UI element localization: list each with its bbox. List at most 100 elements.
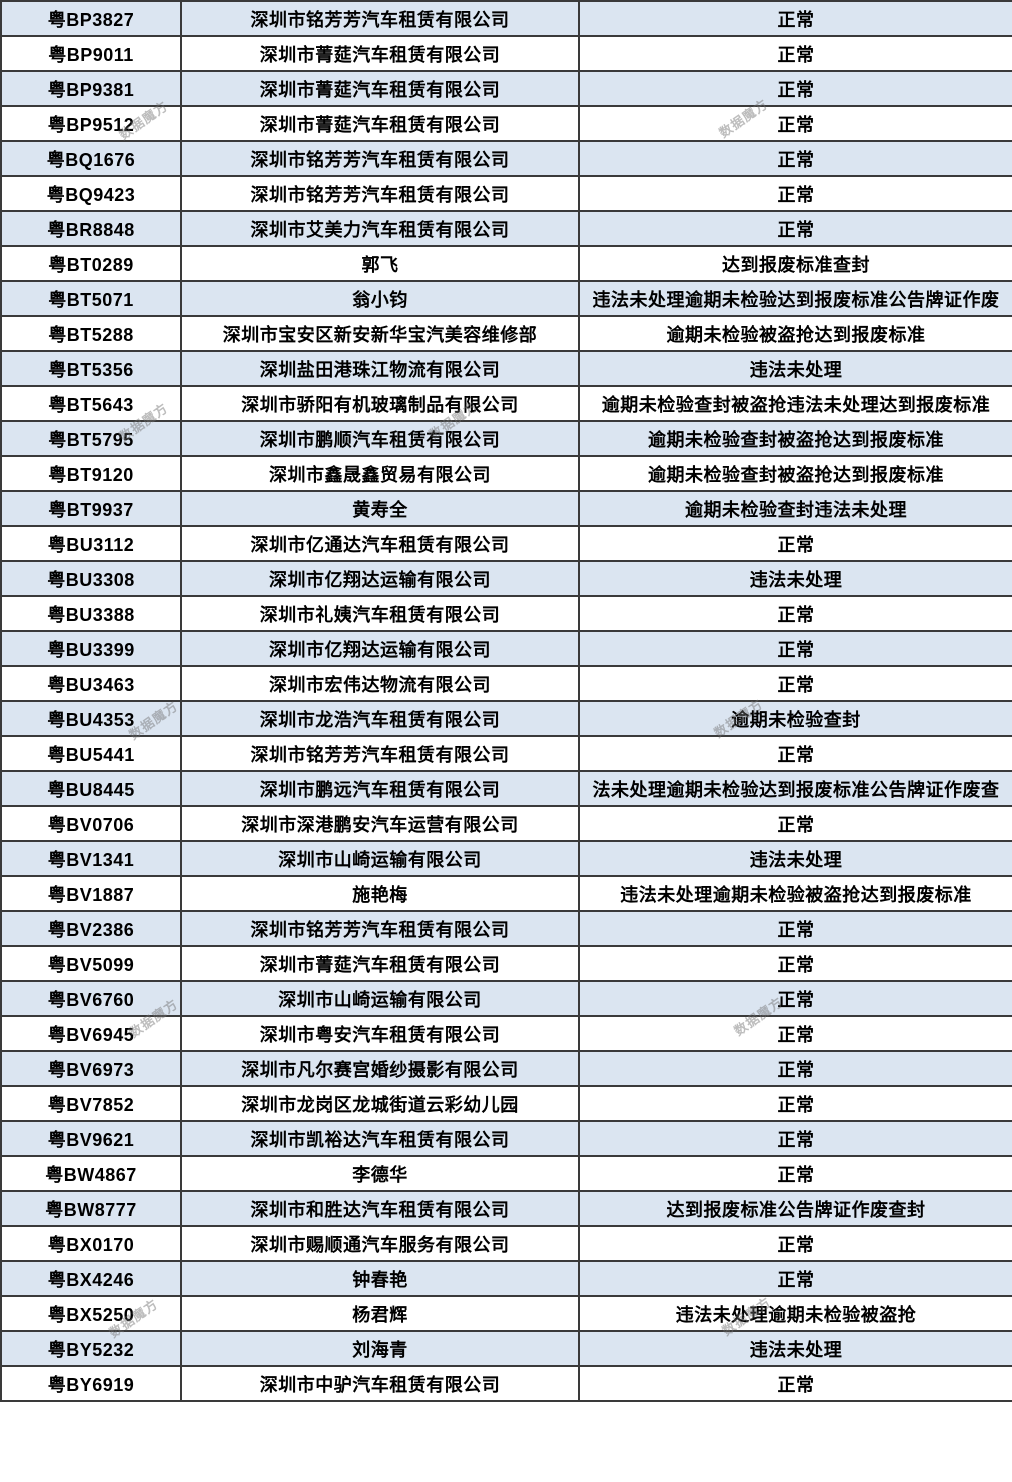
vehicle-status-cell: 正常 (578, 910, 1012, 947)
table-row: 粤BV6945 深圳市粤安汽车租赁有限公司 正常 (0, 1015, 1012, 1052)
table-row: 粤BU5441 深圳市铭芳芳汽车租赁有限公司 正常 (0, 735, 1012, 772)
vehicle-status-cell: 正常 (578, 1085, 1012, 1122)
license-plate-cell: 粤BR8848 (0, 210, 182, 247)
license-plate-cell: 粤BV1887 (0, 875, 182, 912)
owner-name-cell: 深圳市铭芳芳汽车租赁有限公司 (180, 910, 580, 947)
vehicle-status-cell: 达到报废标准公告牌证作废查封 (578, 1190, 1012, 1227)
table-row: 粤BV0706 深圳市深港鹏安汽车运营有限公司 正常 (0, 805, 1012, 842)
owner-name-cell: 钟春艳 (180, 1260, 580, 1297)
vehicle-status-cell: 正常 (578, 665, 1012, 702)
license-plate-cell: 粤BP9512 (0, 105, 182, 142)
license-plate-cell: 粤BT5288 (0, 315, 182, 352)
license-plate-cell: 粤BX5250 (0, 1295, 182, 1332)
table-row: 粤BT5071 翁小钧 违法未处理逾期未检验达到报废标准公告牌证作废 (0, 280, 1012, 317)
vehicle-status-cell: 正常 (578, 1120, 1012, 1157)
owner-name-cell: 深圳市菁莚汽车租赁有限公司 (180, 35, 580, 72)
owner-name-cell: 翁小钧 (180, 280, 580, 317)
license-plate-cell: 粤BU3308 (0, 560, 182, 597)
vehicle-status-cell: 正常 (578, 70, 1012, 107)
owner-name-cell: 深圳市宝安区新安新华宝汽美容维修部 (180, 315, 580, 352)
vehicle-status-cell: 逾期未检验被盗抢达到报废标准 (578, 315, 1012, 352)
table-row: 粤BX5250 杨君辉 违法未处理逾期未检验被盗抢 (0, 1295, 1012, 1332)
vehicle-status-cell: 逾期未检验查封被盗抢违法未处理达到报废标准 (578, 385, 1012, 422)
license-plate-cell: 粤BX4246 (0, 1260, 182, 1297)
vehicle-status-cell: 正常 (578, 1155, 1012, 1192)
vehicle-status-cell: 正常 (578, 945, 1012, 982)
license-plate-cell: 粤BU4353 (0, 700, 182, 737)
license-plate-cell: 粤BP3827 (0, 0, 182, 37)
table-row: 粤BP9011 深圳市菁莚汽车租赁有限公司 正常 (0, 35, 1012, 72)
table-row: 粤BV5099 深圳市菁莚汽车租赁有限公司 正常 (0, 945, 1012, 982)
table-row: 粤BU3399 深圳市亿翔达运输有限公司 正常 (0, 630, 1012, 667)
license-plate-cell: 粤BV6945 (0, 1015, 182, 1052)
table-row: 粤BP3827 深圳市铭芳芳汽车租赁有限公司 正常 (0, 0, 1012, 37)
vehicle-status-cell: 逾期未检验查封被盗抢达到报废标准 (578, 420, 1012, 457)
license-plate-cell: 粤BU3112 (0, 525, 182, 562)
vehicle-status-cell: 正常 (578, 735, 1012, 772)
owner-name-cell: 深圳市中驴汽车租赁有限公司 (180, 1365, 580, 1402)
vehicle-status-table: 粤BP3827 深圳市铭芳芳汽车租赁有限公司 正常 粤BP9011 深圳市菁莚汽车租赁有… (0, 0, 1012, 1402)
table-row: 粤BU3388 深圳市礼姨汽车租赁有限公司 正常 (0, 595, 1012, 632)
license-plate-cell: 粤BV7852 (0, 1085, 182, 1122)
table-row: 粤BV1341 深圳市山崎运输有限公司 违法未处理 (0, 840, 1012, 877)
vehicle-status-cell: 正常 (578, 525, 1012, 562)
table-row: 粤BX4246 钟春艳 正常 (0, 1260, 1012, 1297)
table-row: 粤BV9621 深圳市凯裕达汽车租赁有限公司 正常 (0, 1120, 1012, 1157)
vehicle-status-cell: 正常 (578, 0, 1012, 37)
vehicle-status-cell: 正常 (578, 595, 1012, 632)
license-plate-cell: 粤BV0706 (0, 805, 182, 842)
owner-name-cell: 深圳市鑫晟鑫贸易有限公司 (180, 455, 580, 492)
vehicle-status-cell: 违法未处理 (578, 560, 1012, 597)
license-plate-cell: 粤BQ1676 (0, 140, 182, 177)
owner-name-cell: 深圳市艾美力汽车租赁有限公司 (180, 210, 580, 247)
owner-name-cell: 深圳市礼姨汽车租赁有限公司 (180, 595, 580, 632)
table-row: 粤BV6760 深圳市山崎运输有限公司 正常 (0, 980, 1012, 1017)
license-plate-cell: 粤BV2386 (0, 910, 182, 947)
vehicle-status-cell: 正常 (578, 1225, 1012, 1262)
vehicle-status-cell: 正常 (578, 630, 1012, 667)
table-row: 粤BU3463 深圳市宏伟达物流有限公司 正常 (0, 665, 1012, 702)
owner-name-cell: 深圳市亿翔达运输有限公司 (180, 630, 580, 667)
owner-name-cell: 深圳市龙浩汽车租赁有限公司 (180, 700, 580, 737)
license-plate-cell: 粤BT0289 (0, 245, 182, 282)
vehicle-status-cell: 正常 (578, 1015, 1012, 1052)
vehicle-status-cell: 达到报废标准查封 (578, 245, 1012, 282)
owner-name-cell: 深圳市粤安汽车租赁有限公司 (180, 1015, 580, 1052)
vehicle-status-cell: 违法未处理逾期未检验达到报废标准公告牌证作废 (578, 280, 1012, 317)
owner-name-cell: 郭飞 (180, 245, 580, 282)
table-row: 粤BT9120 深圳市鑫晟鑫贸易有限公司 逾期未检验查封被盗抢达到报废标准 (0, 455, 1012, 492)
owner-name-cell: 深圳市鹏远汽车租赁有限公司 (180, 770, 580, 807)
table-row: 粤BU4353 深圳市龙浩汽车租赁有限公司 逾期未检验查封 (0, 700, 1012, 737)
table-row: 粤BU3308 深圳市亿翔达运输有限公司 违法未处理 (0, 560, 1012, 597)
owner-name-cell: 深圳市宏伟达物流有限公司 (180, 665, 580, 702)
license-plate-cell: 粤BT5795 (0, 420, 182, 457)
table-row: 粤BU8445 深圳市鹏远汽车租赁有限公司 法未处理逾期未检验达到报废标准公告牌证作… (0, 770, 1012, 807)
vehicle-status-cell: 违法未处理逾期未检验被盗抢 (578, 1295, 1012, 1332)
vehicle-status-cell: 正常 (578, 805, 1012, 842)
license-plate-cell: 粤BU3463 (0, 665, 182, 702)
table-row: 粤BT5643 深圳市骄阳有机玻璃制品有限公司 逾期未检验查封被盗抢违法未处理达到报… (0, 385, 1012, 422)
owner-name-cell: 深圳市凯裕达汽车租赁有限公司 (180, 1120, 580, 1157)
license-plate-cell: 粤BV1341 (0, 840, 182, 877)
table-row: 粤BV2386 深圳市铭芳芳汽车租赁有限公司 正常 (0, 910, 1012, 947)
owner-name-cell: 黄寿全 (180, 490, 580, 527)
owner-name-cell: 深圳市山崎运输有限公司 (180, 980, 580, 1017)
license-plate-cell: 粤BU3388 (0, 595, 182, 632)
license-plate-cell: 粤BT9120 (0, 455, 182, 492)
table-row: 粤BT5795 深圳市鹏顺汽车租赁有限公司 逾期未检验查封被盗抢达到报废标准 (0, 420, 1012, 457)
owner-name-cell: 深圳市铭芳芳汽车租赁有限公司 (180, 0, 580, 37)
table-row: 粤BW4867 李德华 正常 (0, 1155, 1012, 1192)
owner-name-cell: 刘海青 (180, 1330, 580, 1367)
license-plate-cell: 粤BU5441 (0, 735, 182, 772)
table-row: 粤BY5232 刘海青 违法未处理 (0, 1330, 1012, 1367)
license-plate-cell: 粤BT5071 (0, 280, 182, 317)
vehicle-status-cell: 正常 (578, 1260, 1012, 1297)
license-plate-cell: 粤BP9381 (0, 70, 182, 107)
table-row: 粤BV1887 施艳梅 违法未处理逾期未检验被盗抢达到报废标准 (0, 875, 1012, 912)
table-row: 粤BT9937 黄寿全 逾期未检验查封违法未处理 (0, 490, 1012, 527)
vehicle-status-cell: 逾期未检验查封 (578, 700, 1012, 737)
table-row: 粤BY6919 深圳市中驴汽车租赁有限公司 正常 (0, 1365, 1012, 1402)
owner-name-cell: 深圳市亿通达汽车租赁有限公司 (180, 525, 580, 562)
vehicle-status-cell: 法未处理逾期未检验达到报废标准公告牌证作废查 (578, 770, 1012, 807)
